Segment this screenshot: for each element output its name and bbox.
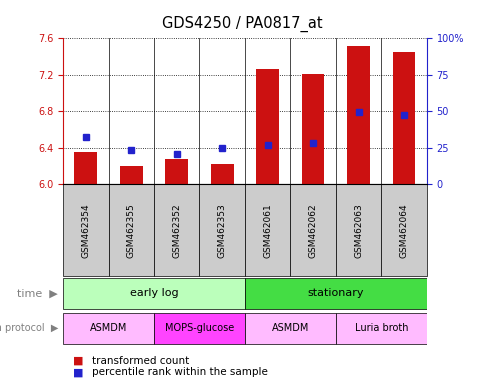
Text: GSM462355: GSM462355	[126, 203, 136, 258]
Text: GSM462061: GSM462061	[263, 203, 272, 258]
Bar	[347, 46, 369, 184]
Bar	[63, 184, 108, 276]
Text: ■: ■	[73, 356, 87, 366]
Text: stationary: stationary	[307, 288, 363, 298]
Bar	[301, 74, 324, 184]
Text: GSM462352: GSM462352	[172, 203, 181, 258]
Bar	[211, 164, 233, 184]
Text: GDS4250 / PA0817_at: GDS4250 / PA0817_at	[162, 15, 322, 31]
Bar	[335, 184, 380, 276]
Bar	[244, 313, 335, 344]
Bar	[63, 313, 153, 344]
Text: time  ▶: time ▶	[17, 289, 58, 299]
Text: GSM462063: GSM462063	[353, 203, 363, 258]
Text: GSM462353: GSM462353	[217, 203, 226, 258]
Text: ASMDM: ASMDM	[90, 323, 127, 333]
Bar	[153, 184, 199, 276]
Bar	[244, 278, 426, 310]
Text: transformed count: transformed count	[92, 356, 189, 366]
Text: ■: ■	[73, 367, 87, 377]
Text: GSM462062: GSM462062	[308, 203, 317, 258]
Bar	[392, 52, 415, 184]
Text: GSM462064: GSM462064	[399, 203, 408, 258]
Text: percentile rank within the sample: percentile rank within the sample	[92, 367, 268, 377]
Bar	[290, 184, 335, 276]
Bar	[63, 278, 244, 310]
Bar	[153, 313, 244, 344]
Bar	[244, 184, 290, 276]
Text: growth protocol  ▶: growth protocol ▶	[0, 323, 58, 333]
Bar	[256, 70, 278, 184]
Text: ASMDM: ASMDM	[271, 323, 308, 333]
Bar	[74, 152, 97, 184]
Bar	[335, 313, 426, 344]
Bar	[108, 184, 153, 276]
Bar	[380, 184, 426, 276]
Text: MOPS-glucose: MOPS-glucose	[165, 323, 234, 333]
Text: early log: early log	[129, 288, 178, 298]
Bar	[120, 166, 142, 184]
Bar	[199, 184, 244, 276]
Text: Luria broth: Luria broth	[354, 323, 407, 333]
Text: GSM462354: GSM462354	[81, 203, 90, 258]
Bar	[165, 159, 188, 184]
